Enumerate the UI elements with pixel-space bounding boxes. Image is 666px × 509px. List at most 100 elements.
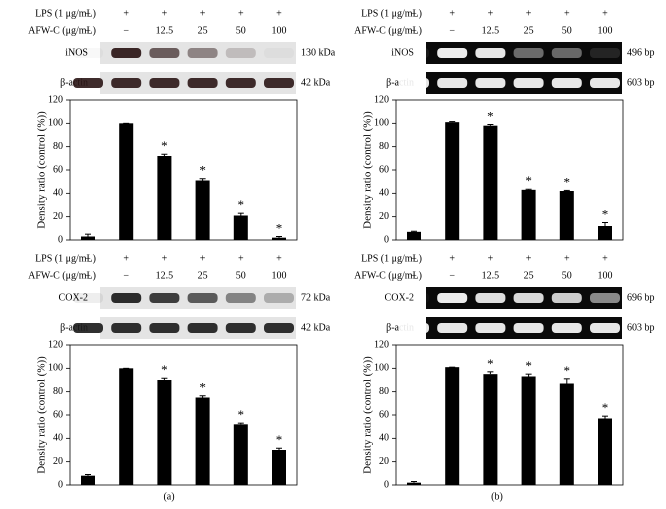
condition-level: + (162, 253, 168, 264)
blot-band (437, 78, 468, 88)
condition-level: 50 (562, 270, 572, 281)
condition-level: − (85, 8, 91, 19)
y-tick-label: 40 (53, 188, 63, 199)
blot-band (225, 293, 256, 303)
blot-size: 72 kDa (301, 292, 331, 303)
blot-band (551, 293, 582, 303)
bar (272, 450, 286, 485)
condition-level: + (526, 8, 532, 19)
bar (157, 156, 172, 240)
blot-band (399, 48, 429, 58)
condition-level: 100 (272, 25, 287, 36)
blot-band (149, 323, 180, 333)
y-tick-label: 0 (58, 479, 63, 490)
y-tick-label: 20 (379, 456, 389, 467)
blot-band (111, 78, 142, 88)
blot-band (590, 323, 620, 333)
blot-band (551, 78, 582, 88)
condition-level: 25 (524, 25, 534, 36)
y-tick-label: 60 (379, 409, 389, 420)
condition-level: + (200, 253, 206, 264)
y-tick-label: 100 (374, 118, 389, 129)
bar (81, 236, 95, 240)
y-axis-label: Density ratio (control (%)) (362, 111, 374, 229)
condition-level: + (488, 8, 494, 19)
condition-level: + (123, 8, 129, 19)
bar (521, 376, 536, 485)
condition-level: 12.5 (482, 270, 500, 281)
significance-mark: * (276, 432, 283, 447)
condition-level: 50 (562, 25, 572, 36)
bar (233, 215, 248, 240)
condition-level: + (526, 253, 532, 264)
blot-band (264, 48, 294, 58)
blot-band (475, 48, 506, 58)
blot-band (437, 323, 468, 333)
blot-size: 603 bp (627, 322, 655, 333)
blot-band (225, 323, 256, 333)
y-tick-label: 100 (374, 363, 389, 374)
bar (119, 123, 134, 240)
blot-band (111, 323, 142, 333)
blot-band (264, 323, 294, 333)
plot-frame (69, 99, 298, 241)
condition-label: LPS (1 μg/mL) (35, 8, 96, 19)
y-tick-label: 0 (384, 234, 389, 245)
condition-label: LPS (1 μg/mL) (35, 253, 96, 264)
condition-label: LPS (1 μg/mL) (361, 253, 422, 264)
significance-mark: * (525, 358, 532, 373)
condition-level: 12.5 (156, 270, 174, 281)
y-tick-label: 120 (374, 339, 389, 350)
blot-size: 42 kDa (301, 322, 331, 333)
blot-label: COX-2 (385, 292, 414, 303)
condition-level: − (123, 270, 129, 281)
condition-level: − (411, 270, 417, 281)
plot-frame (395, 344, 624, 486)
blot-band (399, 78, 429, 88)
blot (426, 42, 622, 64)
bar (598, 418, 612, 485)
condition-level: + (564, 8, 570, 19)
blot-label: COX-2 (59, 292, 88, 303)
blot-band (111, 293, 142, 303)
blot-band (225, 48, 256, 58)
condition-level: 100 (598, 25, 613, 36)
condition-level: 100 (272, 270, 287, 281)
blot-band (73, 323, 103, 333)
significance-mark: * (238, 407, 245, 422)
condition-level: + (449, 253, 455, 264)
blot-band (187, 293, 218, 303)
condition-level: − (123, 25, 129, 36)
bar (233, 424, 248, 485)
condition-level: − (411, 253, 417, 264)
condition-level: − (411, 8, 417, 19)
condition-level: + (162, 8, 168, 19)
y-tick-label: 0 (58, 234, 63, 245)
blot-band (551, 323, 582, 333)
blot-band (73, 78, 103, 88)
significance-mark: * (564, 174, 571, 189)
condition-level: + (238, 253, 244, 264)
blot-band (513, 78, 544, 88)
bar (559, 191, 574, 240)
significance-mark: * (276, 220, 283, 235)
significance-mark: * (161, 362, 168, 377)
condition-level: + (276, 253, 282, 264)
significance-mark: * (487, 356, 494, 371)
condition-label: AFW-C (μg/mL) (28, 25, 96, 36)
blot-band (73, 48, 103, 58)
bar (272, 237, 286, 240)
blot-band (475, 293, 506, 303)
significance-mark: * (602, 206, 609, 221)
blot-band (551, 48, 582, 58)
bar (445, 122, 460, 240)
condition-level: + (123, 253, 129, 264)
condition-level: 100 (598, 270, 613, 281)
condition-level: + (564, 253, 570, 264)
bar (483, 125, 498, 240)
condition-level: − (85, 270, 91, 281)
condition-level: − (449, 25, 455, 36)
y-tick-label: 60 (53, 409, 63, 420)
y-tick-label: 40 (379, 188, 389, 199)
